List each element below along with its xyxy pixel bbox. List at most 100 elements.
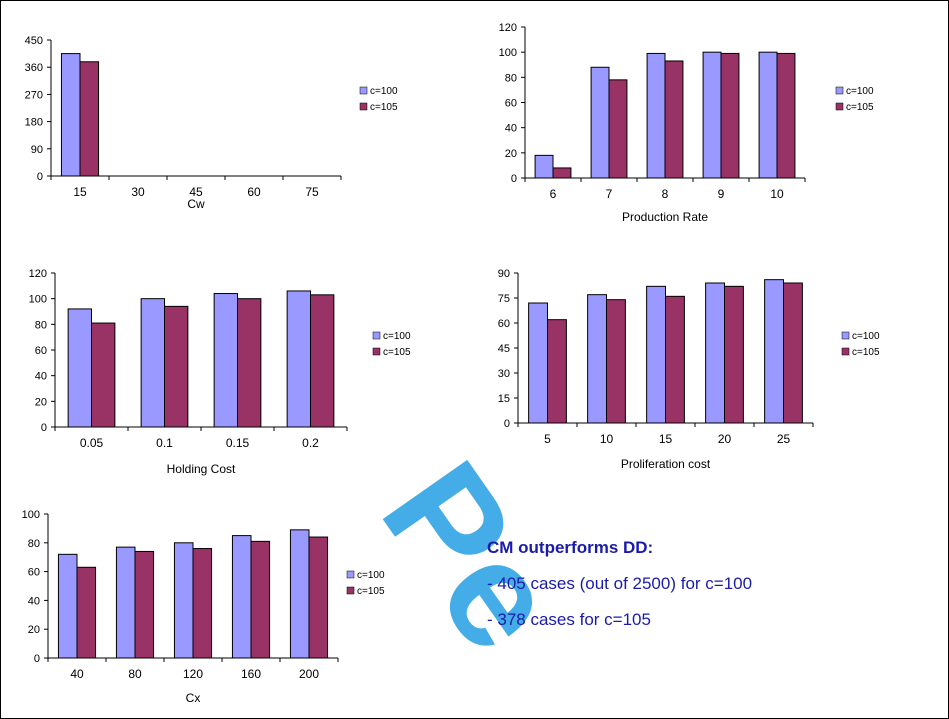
x-tick-label: 0.1 (156, 436, 173, 450)
legend-swatch (841, 331, 850, 340)
y-tick-label: 100 (22, 509, 40, 521)
y-tick-label: 0 (41, 422, 47, 434)
x-tick-label: 15 (659, 432, 673, 446)
bar-c100 (231, 535, 252, 659)
y-tick-label: 40 (505, 123, 517, 135)
legend-label: c=100 (852, 331, 880, 342)
x-tick-label: 200 (299, 667, 319, 681)
legend-label: c=100 (370, 86, 398, 97)
x-tick-label: 40 (70, 667, 84, 681)
bar-c105 (308, 536, 329, 659)
y-tick-label: 360 (25, 62, 43, 74)
bar-c105 (91, 322, 116, 428)
y-tick-label: 100 (29, 294, 47, 306)
y-tick-label: 0 (504, 418, 510, 430)
legend-swatch (372, 347, 381, 356)
bar-c100 (534, 154, 554, 179)
legend-label: c=105 (357, 586, 385, 597)
legend-label: c=105 (383, 347, 411, 358)
x-axis-title: Holding Cost (167, 462, 236, 476)
bar-c100 (173, 542, 194, 659)
legend-swatch (359, 102, 368, 111)
y-tick-label: 90 (498, 268, 510, 280)
y-tick-label: 60 (498, 318, 510, 330)
x-tick-label: 10 (600, 432, 614, 446)
y-tick-label: 100 (499, 47, 517, 59)
y-tick-label: 60 (505, 98, 517, 110)
bar-c105 (134, 550, 155, 659)
bar-c105 (665, 295, 685, 424)
x-tick-label: 7 (606, 187, 613, 201)
bar-c105 (192, 548, 213, 659)
y-tick-label: 80 (28, 538, 40, 550)
bar-c105 (310, 294, 335, 428)
y-tick-label: 0 (511, 173, 517, 185)
bar-c105 (552, 167, 572, 179)
bar-c105 (664, 60, 684, 179)
legend-swatch (359, 86, 368, 95)
x-axis-title: Cw (187, 197, 205, 211)
legend-label: c=105 (370, 102, 398, 113)
x-tick-label: 15 (73, 185, 87, 199)
bar-c105 (237, 298, 262, 428)
y-tick-label: 450 (25, 35, 43, 47)
legend-swatch (346, 586, 355, 595)
y-tick-label: 120 (499, 22, 517, 34)
x-tick-label: 6 (550, 187, 557, 201)
bar-c105 (79, 61, 100, 177)
summary-line-2: - 378 cases for c=105 (487, 610, 651, 629)
x-axis-title: Proliferation cost (621, 457, 711, 471)
y-tick-label: 120 (29, 268, 47, 280)
y-tick-label: 40 (28, 595, 40, 607)
bar-c105 (720, 52, 740, 179)
bar-c105 (547, 319, 567, 424)
y-tick-label: 40 (35, 371, 47, 383)
y-tick-label: 20 (28, 624, 40, 636)
bar-c100 (115, 546, 136, 659)
y-tick-label: 80 (505, 72, 517, 84)
x-tick-label: 0.05 (80, 436, 104, 450)
x-tick-label: 25 (777, 432, 791, 446)
bar-c105 (250, 540, 271, 659)
legend-label: c=105 (846, 102, 874, 113)
y-tick-label: 0 (34, 653, 40, 665)
x-tick-label: 0.15 (226, 436, 250, 450)
legend-label: c=105 (852, 347, 880, 358)
legend-swatch (841, 347, 850, 356)
bar-c100 (57, 553, 78, 659)
bar-c105 (164, 305, 189, 428)
legend-swatch (372, 331, 381, 340)
y-tick-label: 45 (498, 343, 510, 355)
x-tick-label: 30 (131, 185, 145, 199)
y-tick-label: 75 (498, 293, 510, 305)
y-tick-label: 60 (28, 567, 40, 579)
legend-swatch (835, 86, 844, 95)
bar-c105 (783, 282, 803, 424)
summary-note: CM outperforms DD: - 405 cases (out of 2… (487, 538, 752, 646)
bar-c100 (289, 529, 310, 659)
x-tick-label: 9 (718, 187, 725, 201)
y-tick-label: 80 (35, 319, 47, 331)
bar-c105 (776, 52, 796, 179)
y-tick-label: 30 (498, 368, 510, 380)
bar-c105 (606, 299, 626, 424)
y-tick-label: 0 (37, 171, 43, 183)
y-tick-label: 180 (25, 117, 43, 129)
x-axis-title: Production Rate (622, 210, 708, 224)
x-tick-label: 8 (662, 187, 669, 201)
bar-c105 (724, 285, 744, 424)
x-tick-label: 45 (189, 185, 203, 199)
y-tick-label: 15 (498, 393, 510, 405)
x-tick-label: 0.2 (302, 436, 319, 450)
x-tick-label: 75 (305, 185, 319, 199)
x-tick-label: 20 (718, 432, 732, 446)
y-tick-label: 90 (31, 144, 43, 156)
x-tick-label: 160 (241, 667, 261, 681)
x-tick-label: 80 (128, 667, 142, 681)
y-tick-label: 270 (25, 89, 43, 101)
x-tick-label: 60 (247, 185, 261, 199)
